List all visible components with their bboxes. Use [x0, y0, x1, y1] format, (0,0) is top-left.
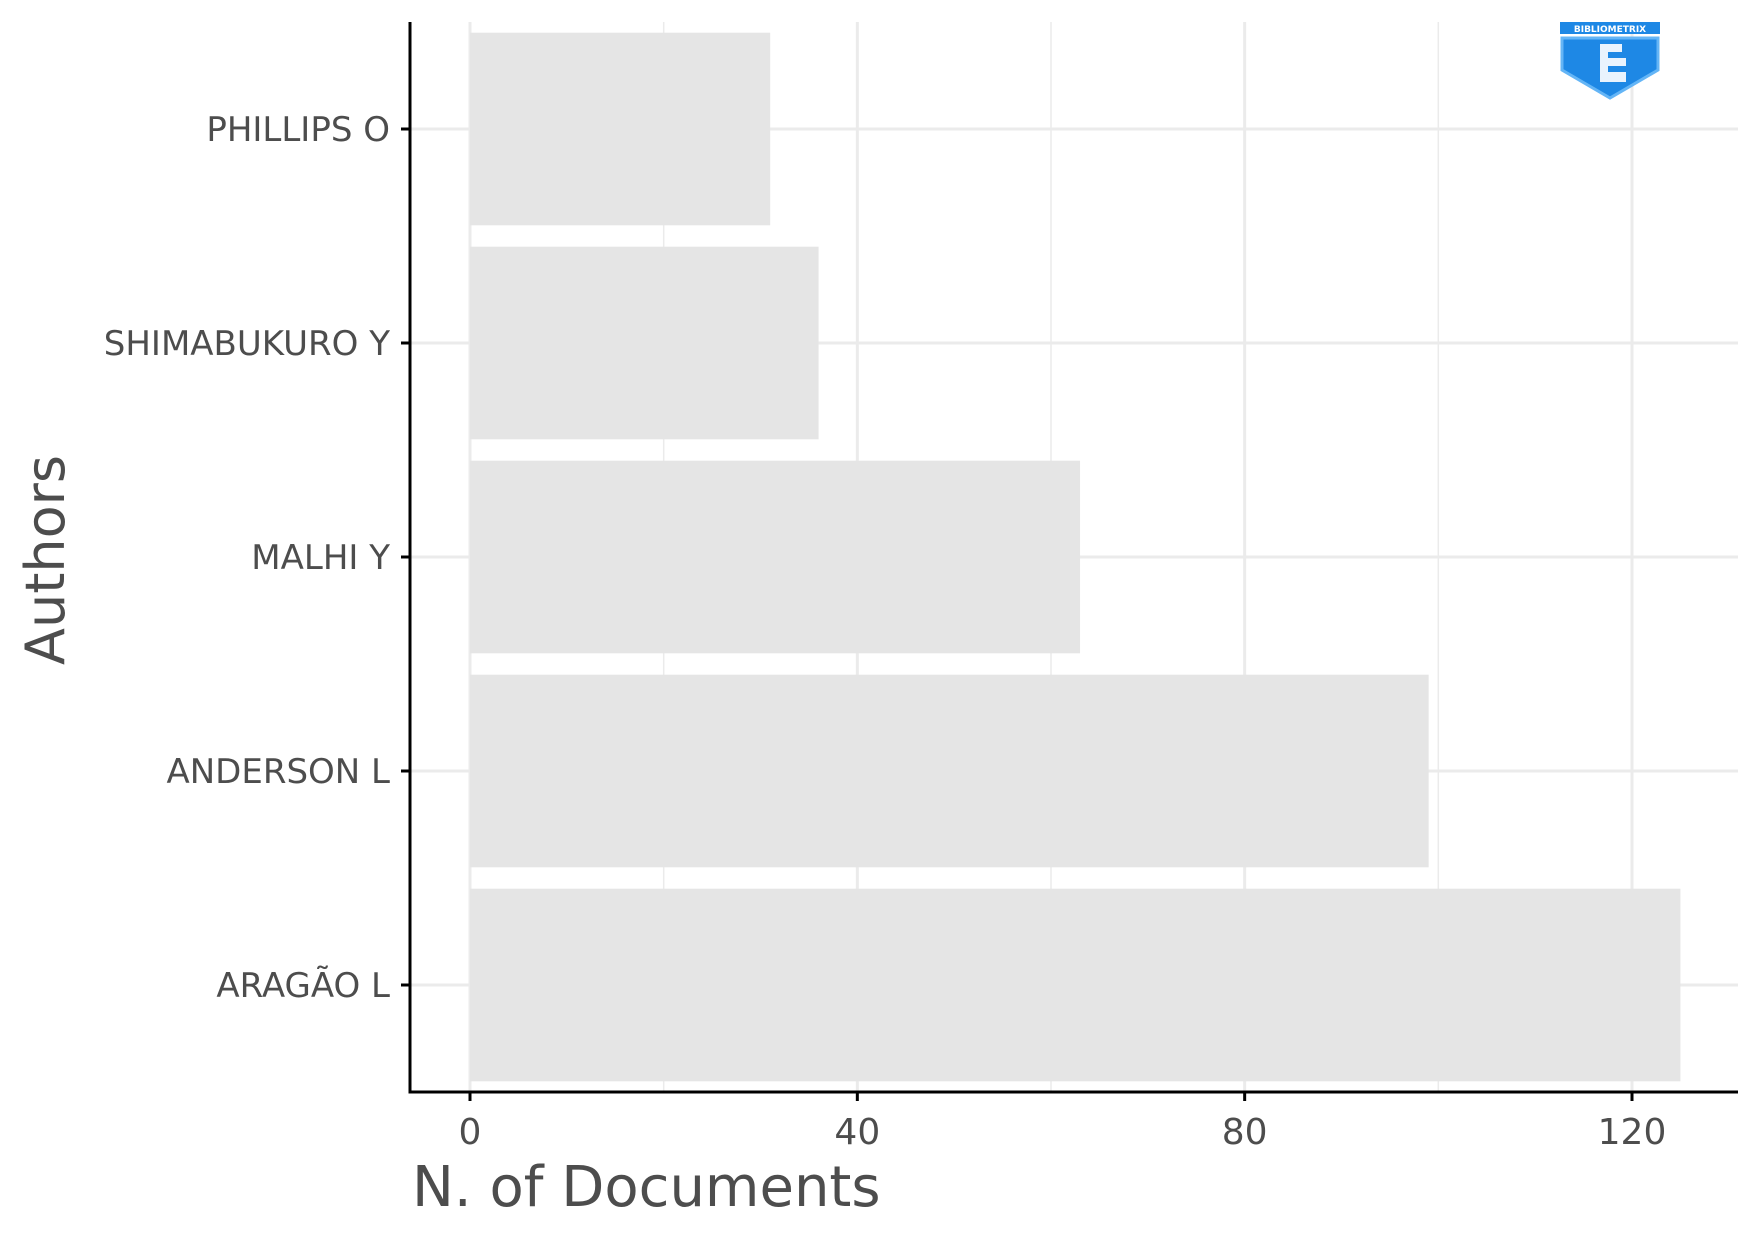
y-axis-title: Authors — [14, 455, 77, 665]
x-tick-label: 40 — [834, 1112, 880, 1153]
bar-arag-o-l — [470, 888, 1681, 1082]
logo-text: BIBLIOMETRIX — [1574, 25, 1646, 35]
bar-malhi-y — [470, 460, 1081, 654]
y-tick-label: SHIMABUKURO Y — [104, 324, 390, 364]
logo-shield-icon — [1560, 36, 1660, 100]
x-tick-label: 80 — [1222, 1112, 1268, 1153]
bibliometrix-logo: BIBLIOMETRIX — [1560, 22, 1660, 100]
bar-layer — [470, 32, 1681, 1082]
x-tick-label: 0 — [459, 1112, 482, 1153]
y-tick-label: ANDERSON L — [166, 752, 390, 792]
logo-b-icon — [1600, 44, 1626, 82]
bar-phillips-o — [470, 32, 771, 226]
x-axis-title: N. of Documents — [412, 1155, 881, 1220]
y-tick-label: MALHI Y — [251, 538, 390, 578]
y-tick-label: ARAGÃO L — [216, 966, 390, 1006]
tick-layer: PHILLIPS O SHIMABUKURO Y MALHI Y ANDERSON L… — [104, 110, 1667, 1153]
y-tick-label: PHILLIPS O — [206, 110, 390, 150]
bar-shimabukuro-y — [470, 246, 819, 440]
bar-anderson-l — [470, 674, 1429, 868]
x-tick-label: 120 — [1598, 1112, 1667, 1153]
logo-banner — [1560, 22, 1660, 34]
